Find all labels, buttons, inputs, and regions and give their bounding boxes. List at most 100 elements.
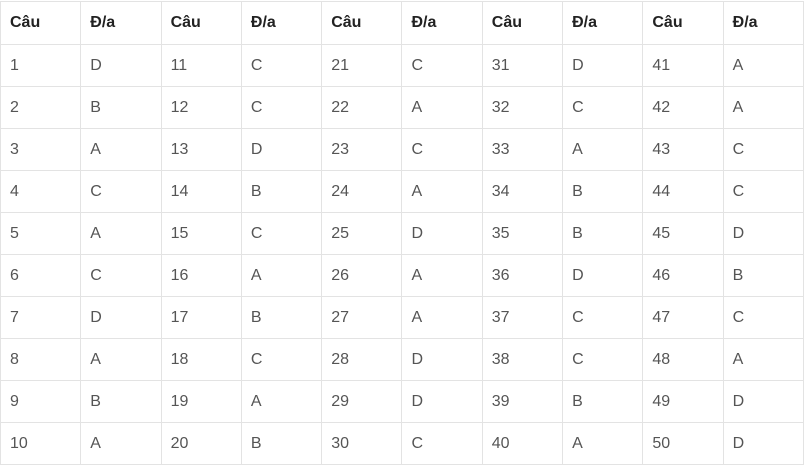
answer-cell: B — [562, 170, 644, 213]
question-cell: 43 — [642, 128, 724, 171]
answer-cell: D — [562, 254, 644, 297]
answer-cell: D — [722, 380, 805, 423]
table-row: 2 B 12 C 22 A 32 C 42 A — [0, 86, 805, 129]
answer-cell: C — [722, 170, 805, 213]
question-cell: 30 — [321, 422, 403, 465]
question-cell: 31 — [481, 44, 564, 87]
question-cell: 16 — [160, 254, 242, 297]
question-cell: 50 — [642, 422, 724, 465]
table-body: 1 D 11 C 21 C 31 D 41 A 2 B 12 C 22 A 32 C 42 A 3 A 13 D 23 C 33 A 4… — [0, 44, 805, 465]
question-cell: 34 — [481, 170, 564, 213]
answer-cell: A — [401, 254, 483, 297]
answer-cell: A — [562, 422, 644, 465]
answer-cell: B — [722, 254, 805, 297]
answer-cell: A — [80, 338, 162, 381]
question-cell: 8 — [0, 338, 82, 381]
table-row: 7 D 17 B 27 A 37 C 47 C — [0, 296, 805, 339]
question-cell: 11 — [160, 44, 242, 87]
question-cell: 41 — [642, 44, 724, 87]
answer-cell: A — [562, 128, 644, 171]
answer-cell: D — [80, 44, 162, 87]
table-row: 3 A 13 D 23 C 33 A 43 C — [0, 128, 805, 171]
table-row: 5 A 15 C 25 D 35 B 45 D — [0, 212, 805, 255]
table-row: 8 A 18 C 28 D 38 C 48 A — [0, 338, 805, 381]
header-cell: Câu — [642, 1, 724, 45]
question-cell: 5 — [0, 212, 82, 255]
answer-cell: C — [240, 86, 323, 129]
answer-cell: C — [401, 44, 483, 87]
question-cell: 38 — [481, 338, 564, 381]
question-cell: 27 — [321, 296, 403, 339]
header-row: Câu Đ/a Câu Đ/a Câu Đ/a Câu Đ/a Câu Đ/a — [0, 1, 805, 45]
table-row: 4 C 14 B 24 A 34 B 44 C — [0, 170, 805, 213]
question-cell: 18 — [160, 338, 242, 381]
question-cell: 48 — [642, 338, 724, 381]
answer-cell: C — [401, 128, 483, 171]
answer-cell: C — [722, 128, 805, 171]
header-cell: Câu — [481, 1, 564, 45]
header-cell: Đ/a — [80, 1, 162, 45]
answer-cell: D — [401, 380, 483, 423]
answer-cell: D — [401, 338, 483, 381]
question-cell: 15 — [160, 212, 242, 255]
answer-cell: B — [240, 422, 323, 465]
question-cell: 46 — [642, 254, 724, 297]
answer-cell: A — [80, 128, 162, 171]
answer-cell: C — [80, 170, 162, 213]
question-cell: 24 — [321, 170, 403, 213]
question-cell: 28 — [321, 338, 403, 381]
answer-cell: C — [722, 296, 805, 339]
question-cell: 33 — [481, 128, 564, 171]
table-row: 10 A 20 B 30 C 40 A 50 D — [0, 422, 805, 465]
question-cell: 29 — [321, 380, 403, 423]
answer-cell: B — [80, 86, 162, 129]
question-cell: 42 — [642, 86, 724, 129]
question-cell: 20 — [160, 422, 242, 465]
question-cell: 14 — [160, 170, 242, 213]
answer-cell: A — [401, 170, 483, 213]
question-cell: 6 — [0, 254, 82, 297]
header-cell: Câu — [321, 1, 403, 45]
header-cell: Đ/a — [722, 1, 805, 45]
question-cell: 9 — [0, 380, 82, 423]
question-cell: 21 — [321, 44, 403, 87]
question-cell: 47 — [642, 296, 724, 339]
question-cell: 10 — [0, 422, 82, 465]
answer-cell: C — [562, 338, 644, 381]
question-cell: 49 — [642, 380, 724, 423]
answer-cell: A — [722, 86, 805, 129]
question-cell: 3 — [0, 128, 82, 171]
answer-cell: D — [401, 212, 483, 255]
question-cell: 25 — [321, 212, 403, 255]
answer-cell: A — [240, 380, 323, 423]
answer-cell: D — [722, 422, 805, 465]
answer-cell: C — [240, 44, 323, 87]
answer-cell: D — [722, 212, 805, 255]
question-cell: 45 — [642, 212, 724, 255]
answer-cell: D — [80, 296, 162, 339]
header-cell: Đ/a — [562, 1, 644, 45]
answer-cell: A — [401, 86, 483, 129]
answer-cell: A — [240, 254, 323, 297]
answer-cell: D — [562, 44, 644, 87]
answer-cell: C — [80, 254, 162, 297]
answer-cell: D — [240, 128, 323, 171]
table-row: 6 C 16 A 26 A 36 D 46 B — [0, 254, 805, 297]
question-cell: 36 — [481, 254, 564, 297]
answer-cell: B — [562, 212, 644, 255]
answer-cell: C — [562, 86, 644, 129]
question-cell: 26 — [321, 254, 403, 297]
table-row: 1 D 11 C 21 C 31 D 41 A — [0, 44, 805, 87]
answer-cell: A — [722, 44, 805, 87]
answer-cell: A — [401, 296, 483, 339]
question-cell: 1 — [0, 44, 82, 87]
answer-cell: B — [562, 380, 644, 423]
question-cell: 17 — [160, 296, 242, 339]
question-cell: 12 — [160, 86, 242, 129]
answer-cell: C — [240, 212, 323, 255]
header-cell: Câu — [160, 1, 242, 45]
question-cell: 23 — [321, 128, 403, 171]
answer-cell: B — [240, 170, 323, 213]
answer-cell: C — [240, 338, 323, 381]
